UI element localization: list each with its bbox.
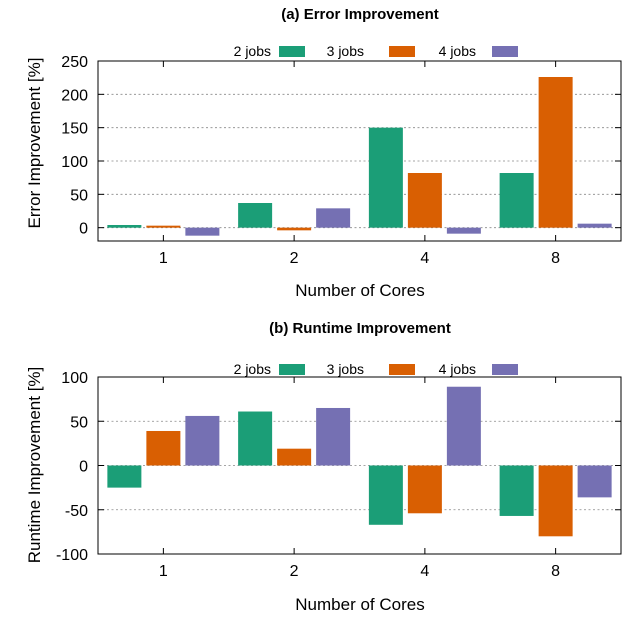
x-tick-label: 4 <box>420 250 429 267</box>
legend-label: 4 jobs <box>439 43 476 59</box>
bar-2-jobs-cores-1 <box>107 225 142 228</box>
legend-swatch <box>279 364 305 375</box>
x-axis-label: Number of Cores <box>295 595 424 614</box>
x-tick-label: 1 <box>159 563 168 580</box>
y-tick-label: 100 <box>61 154 88 171</box>
bar-3-jobs-cores-4 <box>407 173 442 228</box>
y-tick-label: 200 <box>61 87 88 104</box>
bar-3-jobs-cores-1 <box>146 225 181 228</box>
legend-label: 2 jobs <box>234 361 271 377</box>
plot-area: -100 -50 0 50 100 1 2 4 8 2 jobs 3 jobs 4 jobs <box>56 361 622 580</box>
chart-runtime-improvement: (b) Runtime Improvement Runtime Improvem… <box>25 320 622 614</box>
bar-3-jobs-cores-8 <box>538 77 573 228</box>
legend-swatch <box>492 46 518 57</box>
bar-4-jobs-cores-1 <box>185 415 220 466</box>
legend-swatch <box>279 46 305 57</box>
bar-4-jobs-cores-4 <box>446 386 481 466</box>
bar-2-jobs-cores-1 <box>107 465 142 488</box>
x-axis-label: Number of Cores <box>295 281 424 300</box>
bar-4-jobs-cores-1 <box>185 227 220 236</box>
x-tick-label: 8 <box>551 250 560 267</box>
bar-3-jobs-cores-2 <box>277 448 312 466</box>
x-tick-label: 2 <box>290 563 299 580</box>
y-tick-label: 0 <box>79 459 88 476</box>
plot-area: 0 50 100 150 200 250 1 2 4 8 2 jobs 3 jobs 4 jobs <box>61 43 622 267</box>
legend-swatch <box>492 364 518 375</box>
y-axis-label: Error Improvement [%] <box>25 58 44 229</box>
legend-label: 2 jobs <box>234 43 271 59</box>
y-axis-label: Runtime Improvement [%] <box>25 367 44 564</box>
y-tick-label: 150 <box>61 121 88 138</box>
bar-4-jobs-cores-8 <box>577 223 612 228</box>
legend-swatch <box>389 364 415 375</box>
bar-3-jobs-cores-8 <box>538 465 573 537</box>
x-tick-label: 4 <box>420 563 429 580</box>
plot-frame <box>97 60 622 242</box>
bar-2-jobs-cores-2 <box>238 411 273 466</box>
x-tick-label: 1 <box>159 250 168 267</box>
chart-error-improvement: (a) Error Improvement Error Improvement … <box>25 6 622 300</box>
legend-swatch <box>389 46 415 57</box>
bar-3-jobs-cores-1 <box>146 430 181 466</box>
chart-title: (a) Error Improvement <box>281 6 439 23</box>
y-tick-label: 50 <box>70 414 88 431</box>
x-tick-label: 8 <box>551 563 560 580</box>
bar-4-jobs-cores-8 <box>577 465 612 498</box>
bar-2-jobs-cores-4 <box>368 465 403 525</box>
y-tick-label: -100 <box>56 547 88 564</box>
bar-4-jobs-cores-2 <box>316 208 351 228</box>
legend-label: 4 jobs <box>439 361 476 377</box>
bar-2-jobs-cores-4 <box>368 127 403 228</box>
bar-2-jobs-cores-8 <box>499 173 534 228</box>
y-tick-label: -50 <box>65 503 88 520</box>
legend-label: 3 jobs <box>327 43 364 59</box>
y-tick-label: 100 <box>61 370 88 387</box>
chart-title: (b) Runtime Improvement <box>269 320 451 337</box>
bar-4-jobs-cores-2 <box>316 407 351 466</box>
bar-3-jobs-cores-2 <box>277 227 312 231</box>
bar-2-jobs-cores-8 <box>499 465 534 516</box>
y-tick-label: 0 <box>79 221 88 238</box>
y-tick-label: 50 <box>70 187 88 204</box>
legend-label: 3 jobs <box>327 361 364 377</box>
x-tick-label: 2 <box>290 250 299 267</box>
plot-frame <box>97 376 622 555</box>
y-tick-label: 250 <box>61 54 88 71</box>
bar-4-jobs-cores-4 <box>446 227 481 234</box>
bar-3-jobs-cores-4 <box>407 465 442 514</box>
bar-2-jobs-cores-2 <box>238 203 273 228</box>
